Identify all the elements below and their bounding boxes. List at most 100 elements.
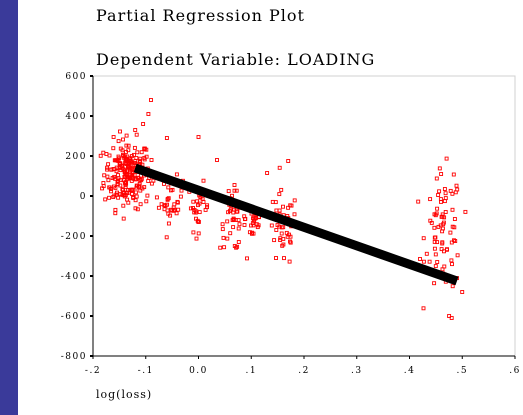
data-point bbox=[444, 156, 449, 161]
data-point bbox=[455, 253, 460, 258]
data-point bbox=[247, 230, 252, 235]
data-point bbox=[123, 168, 127, 173]
data-point bbox=[433, 252, 438, 257]
data-point bbox=[454, 183, 459, 188]
regression-line bbox=[133, 163, 459, 286]
data-point bbox=[449, 258, 454, 263]
x-axis-label: log(loss) bbox=[96, 388, 153, 401]
data-point bbox=[443, 191, 448, 196]
data-point bbox=[127, 160, 132, 165]
data-point bbox=[109, 189, 114, 194]
data-point bbox=[196, 231, 201, 236]
data-point bbox=[421, 259, 426, 264]
data-point bbox=[435, 240, 440, 245]
data-point bbox=[118, 178, 123, 183]
data-point bbox=[121, 203, 126, 208]
data-point bbox=[126, 200, 131, 205]
data-point bbox=[137, 181, 142, 186]
data-point bbox=[194, 236, 199, 241]
data-point bbox=[165, 208, 170, 213]
data-point bbox=[124, 143, 129, 148]
data-point bbox=[192, 210, 197, 215]
data-point bbox=[437, 166, 442, 171]
data-point bbox=[116, 139, 121, 144]
data-point bbox=[116, 159, 121, 163]
data-point bbox=[416, 199, 421, 204]
data-point bbox=[98, 153, 103, 158]
y-tick-label: -400 bbox=[61, 272, 87, 282]
data-point bbox=[104, 152, 109, 156]
data-point bbox=[440, 214, 445, 219]
data-point bbox=[243, 217, 247, 222]
data-point bbox=[281, 204, 285, 209]
data-point bbox=[123, 184, 128, 189]
data-point bbox=[230, 218, 235, 223]
data-point bbox=[249, 223, 254, 228]
data-point bbox=[286, 205, 291, 210]
data-point bbox=[225, 236, 230, 241]
data-point bbox=[166, 185, 171, 190]
data-point bbox=[245, 256, 249, 261]
data-point bbox=[421, 306, 426, 311]
data-point bbox=[129, 187, 134, 192]
data-point bbox=[279, 231, 284, 236]
data-point bbox=[428, 197, 433, 202]
data-point bbox=[112, 193, 117, 198]
y-tick-label: 0 bbox=[80, 192, 87, 202]
data-point bbox=[226, 189, 231, 194]
data-point bbox=[265, 171, 270, 175]
data-point bbox=[105, 174, 110, 179]
data-point bbox=[165, 197, 170, 202]
data-point bbox=[439, 199, 443, 204]
data-point bbox=[121, 188, 126, 192]
x-ticks: -.2 -.1 0.0 .1 .2 .3 .4 .5 .6 bbox=[85, 356, 521, 376]
data-point bbox=[442, 199, 447, 204]
data-point bbox=[130, 174, 135, 179]
plot-frame bbox=[92, 75, 516, 357]
data-point bbox=[292, 198, 297, 203]
data-point bbox=[448, 230, 453, 235]
x-tick-label: .5 bbox=[456, 366, 468, 376]
data-point bbox=[205, 203, 210, 208]
data-point bbox=[191, 230, 196, 235]
data-point bbox=[251, 223, 256, 228]
data-point bbox=[450, 262, 454, 267]
data-point bbox=[146, 112, 151, 116]
data-point bbox=[439, 172, 444, 176]
data-point bbox=[215, 158, 219, 162]
data-point bbox=[287, 232, 291, 237]
data-point bbox=[418, 257, 422, 261]
data-point bbox=[176, 207, 181, 212]
data-point bbox=[107, 195, 112, 200]
data-point bbox=[450, 284, 455, 289]
data-point bbox=[236, 240, 241, 244]
data-point bbox=[115, 190, 119, 195]
data-point bbox=[114, 192, 119, 197]
x-tick-label: -.2 bbox=[85, 366, 101, 376]
y-ticks: 600 400 200 0 -200 -400 -600 -800 bbox=[61, 72, 93, 362]
regression-line-group bbox=[133, 163, 459, 286]
data-point bbox=[452, 225, 457, 230]
data-point bbox=[218, 245, 223, 250]
data-point bbox=[118, 146, 123, 151]
data-point bbox=[172, 202, 177, 207]
data-point bbox=[435, 206, 440, 211]
data-point bbox=[133, 190, 138, 195]
data-point bbox=[427, 259, 432, 264]
data-point bbox=[222, 245, 227, 250]
y-tick-label: -800 bbox=[61, 352, 87, 362]
data-point bbox=[116, 154, 121, 159]
data-point bbox=[220, 227, 225, 232]
data-point bbox=[253, 214, 258, 219]
data-point bbox=[191, 199, 196, 204]
data-point bbox=[118, 161, 123, 166]
data-point bbox=[174, 172, 179, 177]
data-point bbox=[442, 187, 447, 191]
data-point bbox=[228, 231, 233, 236]
data-point bbox=[151, 178, 156, 183]
data-point bbox=[452, 217, 457, 221]
x-tick-label: .6 bbox=[509, 366, 521, 376]
data-point bbox=[434, 176, 439, 181]
data-point bbox=[140, 186, 145, 191]
